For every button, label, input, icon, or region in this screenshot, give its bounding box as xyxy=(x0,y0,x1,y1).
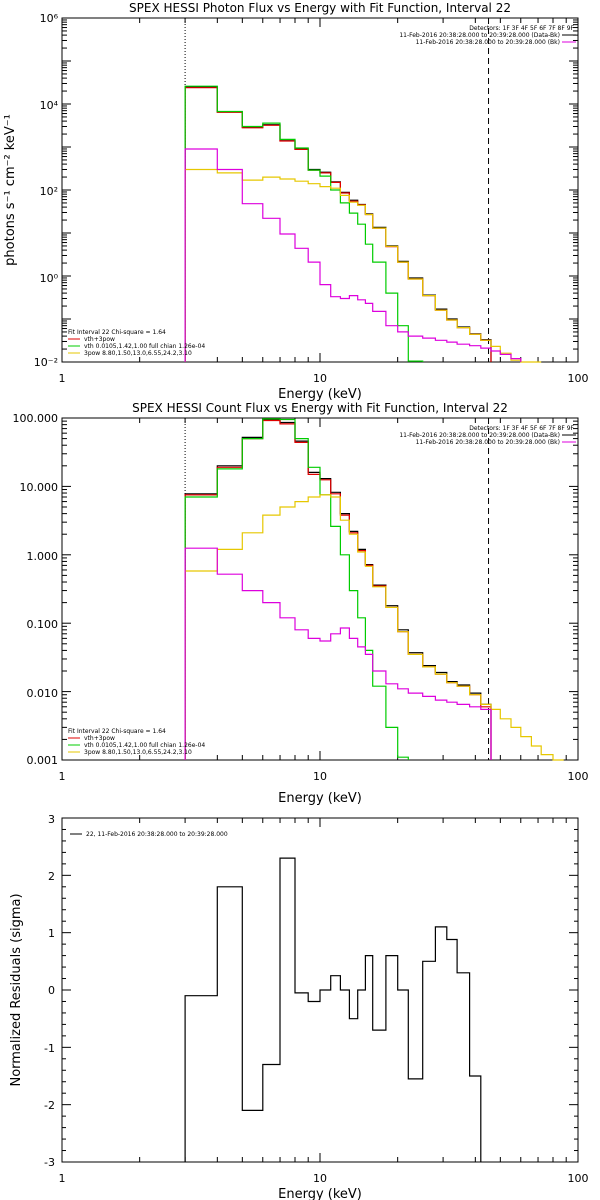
count-ytick-label-0.01: 0.010 xyxy=(27,687,59,700)
series-data-bk-line xyxy=(184,418,492,760)
count-legend-total: vth+3pow xyxy=(84,735,115,742)
photon-y-axis-label: photons s⁻¹ cm⁻² keV⁻¹ xyxy=(3,114,18,266)
photon-legend-data-bk: 11-Feb-2016 20:38:28.000 to 20:39:28.000… xyxy=(399,32,560,39)
photon-ytick-label-1e2: 10² xyxy=(40,185,58,198)
photon-legend-total: vth+3pow xyxy=(84,336,115,343)
photon-ytick-label-1e4: 10⁴ xyxy=(40,99,59,112)
series-22-line xyxy=(184,857,482,1162)
count-flux-series xyxy=(184,418,564,761)
photon-detectors-text: Detectors: 1F 3F 4F 5F 6F 7F 8F 9F xyxy=(469,25,574,32)
count-flux-axis-ticks xyxy=(62,418,578,760)
count-ytick-label-10: 10.000 xyxy=(20,481,59,494)
resid-xtick-label-10: 10 xyxy=(313,1172,327,1185)
count-legend-data-bk: 11-Feb-2016 20:38:28.000 to 20:39:28.000… xyxy=(399,432,560,439)
photon-fit-info: Fit Interval 22 Chi-square = 1.64 xyxy=(68,329,166,336)
series-bk-line xyxy=(184,547,492,760)
resid-xtick-label-100: 100 xyxy=(568,1172,589,1185)
photon-ytick-label-1e6: 10⁶ xyxy=(40,12,59,25)
resid-legend-text: 22, 11-Feb-2016 20:38:28.000 to 20:39:28… xyxy=(86,831,228,838)
count-legend-bk: 11-Feb-2016 20:38:28.000 to 20:39:28.000… xyxy=(416,439,560,446)
resid-ytick-label-2: 2 xyxy=(48,870,55,883)
series-vth-3pow-line xyxy=(184,87,492,362)
residuals-series xyxy=(184,857,482,1162)
count-legend-vth: vth 0.0105,1.42,1.00 full chian 1.26e-04 xyxy=(84,742,205,749)
series-3pow-line xyxy=(184,168,542,363)
count-xtick-label-100: 100 xyxy=(568,770,589,783)
count-flux-panel: SPEX HESSI Count Flux vs Energy with Fit… xyxy=(13,401,589,806)
series-data-bk-line xyxy=(184,86,492,362)
series-vth-3pow-line xyxy=(184,419,492,760)
resid-ytick-label-0: 0 xyxy=(48,984,55,997)
photon-flux-panel: SPEX HESSI Photon Flux vs Energy with Fi… xyxy=(3,1,589,402)
resid-ytick-label-minus3: -3 xyxy=(44,1156,55,1169)
count-xtick-label-1: 1 xyxy=(59,770,66,783)
photon-flux-axis-ticks xyxy=(62,18,578,362)
count-ytick-label-1: 1.000 xyxy=(27,550,59,563)
count-flux-title: SPEX HESSI Count Flux vs Energy with Fit… xyxy=(132,401,508,415)
resid-xtick-label-1: 1 xyxy=(59,1172,66,1185)
count-x-axis-label: Energy (keV) xyxy=(278,791,362,806)
count-fit-info: Fit Interval 22 Chi-square = 1.64 xyxy=(68,728,166,735)
photon-x-axis-label: Energy (keV) xyxy=(278,387,362,402)
photon-legend-bk: 11-Feb-2016 20:38:28.000 to 20:39:28.000… xyxy=(416,39,560,46)
series-vth-line xyxy=(184,85,424,362)
resid-ytick-label-1: 1 xyxy=(48,927,55,940)
resid-y-axis-label: Normalized Residuals (sigma) xyxy=(9,893,24,1086)
photon-flux-plot-frame xyxy=(61,17,579,363)
resid-ytick-label-minus2: -2 xyxy=(44,1099,55,1112)
photon-xtick-label-100: 100 xyxy=(568,372,589,385)
count-xtick-label-10: 10 xyxy=(313,770,327,783)
photon-flux-series xyxy=(184,85,542,363)
count-detectors-text: Detectors: 1F 3F 4F 5F 6F 7F 8F 9F xyxy=(469,425,574,432)
resid-ytick-label-3: 3 xyxy=(48,813,55,826)
series-vth-line xyxy=(184,418,409,760)
resid-x-axis-label: Energy (keV) xyxy=(278,1187,362,1200)
photon-ytick-label-1e0: 10⁰ xyxy=(40,272,59,285)
photon-flux-title: SPEX HESSI Photon Flux vs Energy with Fi… xyxy=(129,1,511,15)
residuals-panel: 3 2 1 0 -1 -2 -3 1 10 100 Energy (keV) N… xyxy=(9,813,589,1200)
count-ytick-label-0.001: 0.001 xyxy=(27,754,59,767)
photon-xtick-label-1: 1 xyxy=(59,372,66,385)
photon-legend-3pow: 3pow 8.80,1.50,13.0,6.55,24.2,3.10 xyxy=(84,350,192,357)
resid-ytick-label-minus1: -1 xyxy=(44,1042,55,1055)
photon-ytick-label-1e-2: 10⁻² xyxy=(34,356,58,369)
residuals-axis-ticks xyxy=(62,817,578,1163)
series-bk-line xyxy=(184,148,522,362)
count-ytick-label-100: 100.000 xyxy=(13,412,59,425)
photon-xtick-label-10: 10 xyxy=(313,372,327,385)
photon-legend-vth: vth 0.0105,1.42,1.00 full chian 1.26e-04 xyxy=(84,343,205,350)
count-ytick-label-0.1: 0.100 xyxy=(27,618,59,631)
series-3pow-line xyxy=(184,494,564,761)
count-legend-3pow: 3pow 8.80,1.50,13.0,6.55,24.2,3.10 xyxy=(84,749,192,756)
